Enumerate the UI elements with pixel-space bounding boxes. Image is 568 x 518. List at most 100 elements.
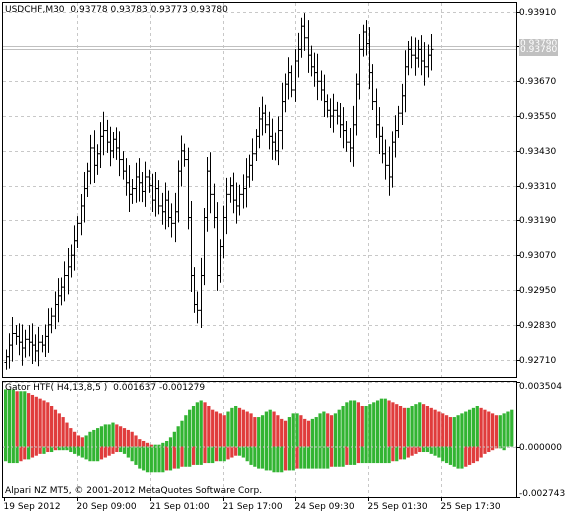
price-tick-label: 0.93550 <box>519 111 557 122</box>
price-bar <box>79 194 84 236</box>
gator-upper-bar <box>69 428 73 447</box>
gator-upper-bar <box>50 406 54 447</box>
gator-lower-bar <box>318 446 322 469</box>
gator-lower-bar <box>138 446 142 469</box>
price-tick-label: 0.93430 <box>519 146 557 157</box>
gator-upper-bar <box>264 411 268 447</box>
gator-upper-bar <box>494 415 499 447</box>
gator-lower-bar <box>168 446 173 471</box>
gator-upper-bar <box>96 428 100 447</box>
price-bar <box>273 132 278 161</box>
gator-lower-bar <box>429 446 433 454</box>
gator-lower-bar <box>214 446 219 462</box>
gator-lower-bar <box>65 446 69 451</box>
gator-upper-bar <box>314 417 318 447</box>
gator-lower-bar <box>487 446 491 453</box>
price-tick-label: 0.92710 <box>519 355 557 366</box>
price-bar <box>299 17 304 58</box>
gator-lower-bar <box>53 446 58 451</box>
gator-upper-bar <box>103 424 107 447</box>
gator-lower-bar <box>27 446 31 460</box>
gator-upper-bar <box>126 429 130 447</box>
price-tick-label: 0.93910 <box>519 7 557 18</box>
gator-lower-bar <box>406 446 410 458</box>
gator-lower-bar <box>96 446 100 462</box>
gator-lower-bar <box>326 446 330 469</box>
gator-upper-bar <box>199 400 203 447</box>
indicator-tick-label: -0.002743 <box>519 489 566 499</box>
gator-upper-bar <box>379 398 384 447</box>
gator-lower-bar <box>433 446 437 456</box>
gator-upper-bar <box>241 409 245 447</box>
price-bar <box>309 45 314 77</box>
gator-lower-bar <box>180 446 184 467</box>
gator-upper-bar <box>456 415 460 447</box>
price-bar <box>250 138 255 181</box>
gator-upper-bar <box>226 411 230 447</box>
time-tick-label: 21 Sep 01:00 <box>149 502 210 512</box>
gator-upper-bar <box>402 407 407 447</box>
gator-lower-bar <box>11 446 15 464</box>
gator-upper-bar <box>345 402 349 447</box>
price-bar <box>234 182 239 224</box>
gator-lower-bar <box>314 446 318 469</box>
price-tick-label: 0.92950 <box>519 285 557 296</box>
price-bar <box>92 130 97 184</box>
gator-lower-bar <box>149 446 153 473</box>
gator-upper-bar <box>487 411 491 447</box>
price-bar <box>105 119 110 153</box>
gator-upper-bar <box>119 426 123 447</box>
gator-upper-bar <box>283 420 288 447</box>
gator-upper-bar <box>356 402 361 447</box>
gator-upper-bar <box>180 420 184 447</box>
gator-upper-bar <box>318 413 322 447</box>
gator-lower-bar <box>360 446 364 464</box>
gator-lower-bar <box>260 446 265 469</box>
price-bar <box>396 105 401 138</box>
price-bar <box>69 244 74 278</box>
gator-upper-bar <box>306 420 311 447</box>
price-bar <box>163 182 168 230</box>
gator-lower-bar <box>195 446 199 465</box>
price-tick-label: 0.93070 <box>519 250 557 261</box>
gator-lower-bar <box>218 446 222 462</box>
price-bar <box>231 172 236 214</box>
gator-lower-bar <box>80 446 84 458</box>
gator-lower-bar <box>464 446 468 467</box>
price-bar <box>169 203 174 238</box>
gator-lower-bar <box>4 446 8 462</box>
gator-lower-bar <box>333 446 338 467</box>
gator-upper-bar <box>437 411 441 447</box>
gator-upper-bar <box>418 402 422 447</box>
price-bar <box>127 165 132 213</box>
gator-upper-bar <box>464 411 468 447</box>
price-bar <box>221 205 226 259</box>
price-bar <box>247 154 252 188</box>
gator-lower-bar <box>395 446 399 462</box>
gator-upper-bar <box>287 417 291 447</box>
gator-upper-bar <box>360 406 364 447</box>
price-bar <box>289 65 294 98</box>
main-chart-frame <box>2 2 517 378</box>
price-bar <box>124 158 129 196</box>
gator-lower-bar <box>502 446 506 451</box>
price-bar <box>267 111 272 150</box>
price-bar <box>374 88 379 138</box>
gator-upper-bar <box>149 444 153 447</box>
gator-upper-bar <box>375 400 380 447</box>
price-bar <box>30 323 35 364</box>
gator-lower-bar <box>234 446 238 456</box>
gator-upper-bar <box>268 409 272 447</box>
gator-lower-bar <box>253 446 257 467</box>
gator-upper-bar <box>214 411 219 447</box>
bid-price-tag: 0.93780 <box>519 44 558 56</box>
price-bar <box>46 308 51 353</box>
price-bar <box>357 34 362 100</box>
gator-lower-bar <box>99 446 104 460</box>
gator-lower-bar <box>356 446 361 464</box>
gator-lower-bar <box>157 446 161 473</box>
gator-lower-bar <box>145 446 150 473</box>
gator-lower-bar <box>479 446 483 458</box>
gator-lower-bar <box>19 446 23 462</box>
